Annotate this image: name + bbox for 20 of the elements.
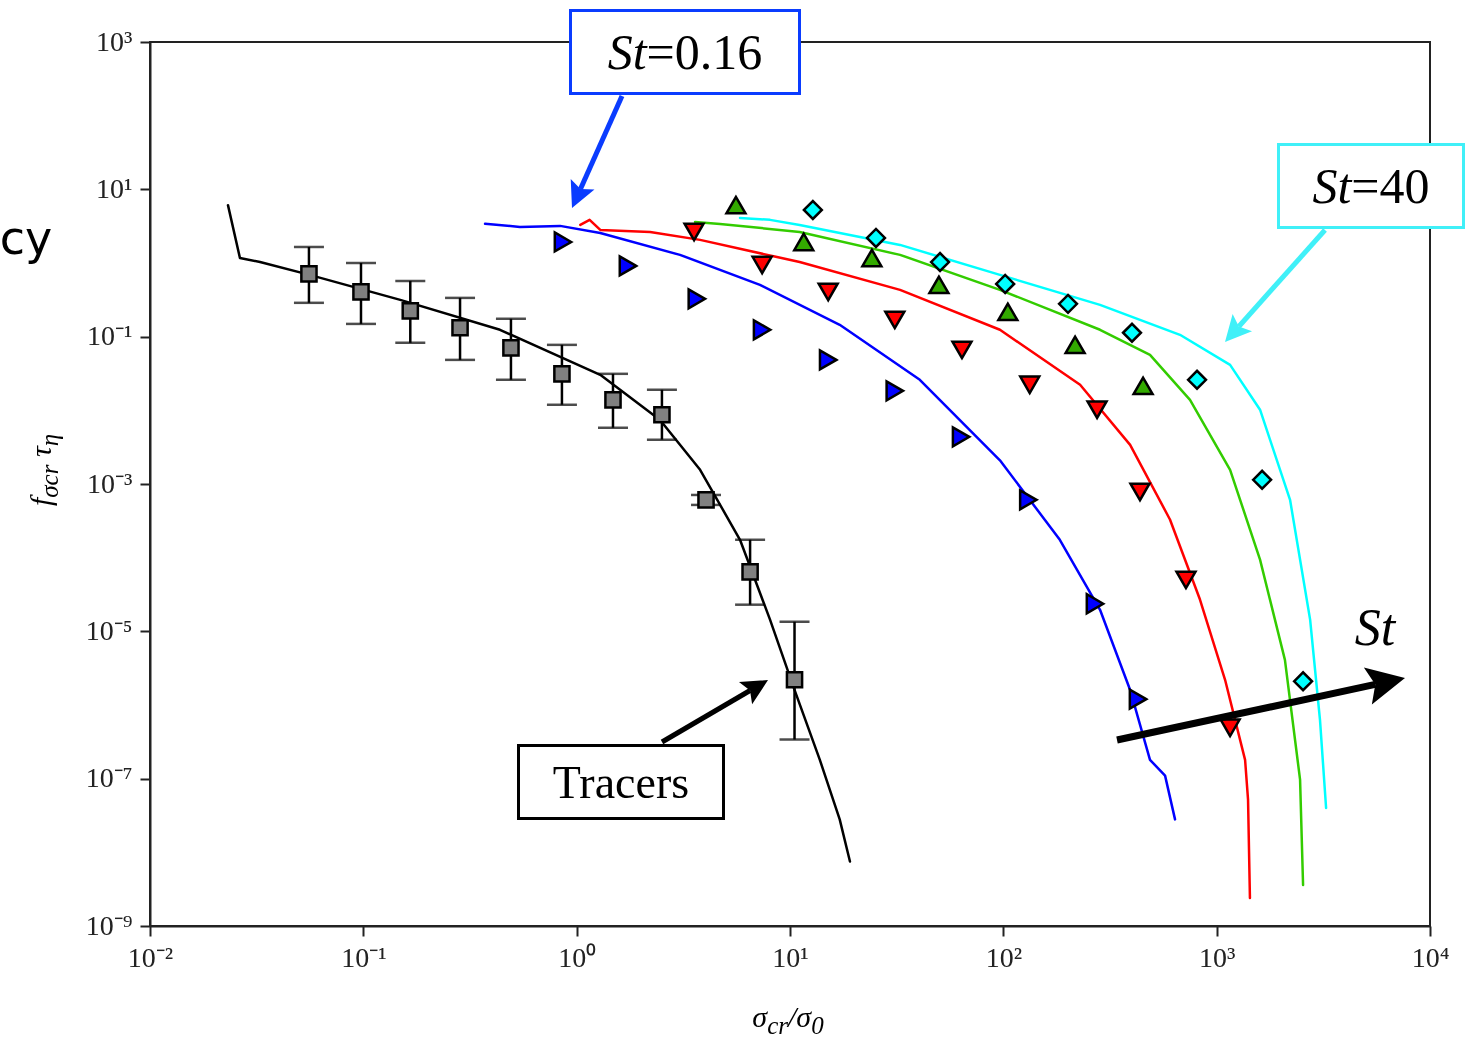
y-tick-label: 10⁻⁷ xyxy=(85,762,133,794)
y-tick-label: 10⁻¹ xyxy=(87,320,133,352)
y-tick-label: 10⁻⁹ xyxy=(85,909,133,941)
x-tick-label: 10⁰ xyxy=(558,941,597,973)
y-tick-label: 10¹ xyxy=(96,172,133,204)
x-tick-label: 10⁻¹ xyxy=(341,941,387,973)
text: cy xyxy=(0,211,53,265)
y-tick-label: 10⁻⁵ xyxy=(85,614,133,646)
x-tick-label: 10² xyxy=(985,941,1023,973)
x-tick-label: 10⁴ xyxy=(1411,941,1450,973)
annotation: Tracers xyxy=(552,755,690,809)
y-tick-label: 10⁻³ xyxy=(87,467,133,499)
annotation: St xyxy=(1354,598,1396,656)
x-tick-label: 10⁻² xyxy=(127,941,174,973)
x-axis-title: σ$_{cr}$/σ$_{0}$ xyxy=(752,1000,824,1040)
annotation: St=40 xyxy=(1312,157,1430,215)
annotation: St=0.16 xyxy=(607,23,763,81)
y-tick-label: 10³ xyxy=(96,25,133,57)
x-tick-label: 10³ xyxy=(1198,941,1236,973)
x-tick-label: 10¹ xyxy=(772,941,809,973)
